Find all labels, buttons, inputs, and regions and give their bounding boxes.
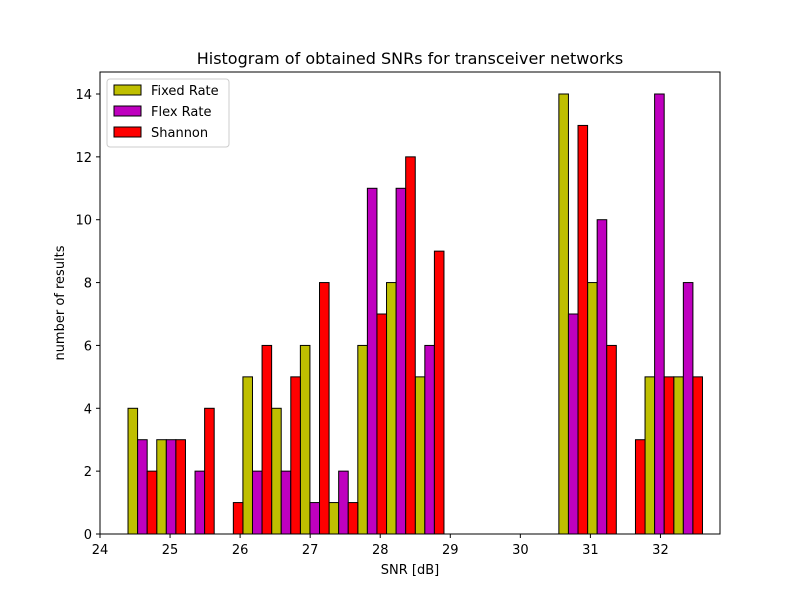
y-tick-label: 12 (75, 151, 92, 166)
bar-fixed-rate-9 (386, 282, 397, 535)
y-tick-label: 4 (84, 402, 92, 417)
y-tick-label: 2 (84, 465, 92, 480)
x-axis-label: SNR [dB] (381, 563, 439, 578)
bar-fixed-rate-7 (328, 502, 340, 535)
chart-title: Histogram of obtained SNRs for transceiv… (197, 49, 624, 68)
x-axis-ticks: 24 25 26 27 28 29 30 31 32 (92, 534, 669, 558)
bar-shannon-8 (376, 313, 388, 535)
bar-shannon-9 (405, 156, 416, 535)
bar-shannon-18 (663, 376, 675, 535)
bars-group (127, 93, 703, 535)
bar-shannon-6 (319, 282, 330, 535)
bar-flex-rate-10 (424, 344, 435, 535)
legend-swatch (113, 126, 142, 138)
bar-flex-rate-7 (338, 470, 349, 535)
bar-shannon-15 (577, 124, 589, 535)
y-tick-label: 10 (75, 214, 92, 229)
bar-flex-rate-1 (165, 439, 177, 535)
bar-fixed-rate-0 (127, 407, 139, 535)
x-tick-label: 27 (302, 543, 319, 558)
bar-fixed-rate-18 (644, 376, 656, 535)
bar-fixed-rate-15 (558, 93, 569, 535)
bar-flex-rate-4 (251, 470, 263, 535)
bar-flex-rate-19 (682, 282, 694, 535)
bar-flex-rate-18 (654, 93, 665, 535)
legend: Fixed Rate Flex Rate Shannon (106, 78, 230, 148)
x-tick-label: 28 (372, 543, 389, 558)
bar-shannon-1 (175, 439, 186, 535)
bar-flex-rate-15 (567, 313, 579, 535)
legend-label: Shannon (151, 126, 208, 141)
legend-swatch (113, 105, 142, 117)
bar-fixed-rate-16 (587, 282, 598, 535)
bar-fixed-rate-8 (357, 344, 368, 535)
bar-flex-rate-5 (280, 470, 292, 535)
y-tick-label: 0 (84, 528, 92, 543)
legend-label: Fixed Rate (151, 84, 219, 99)
bar-fixed-rate-5 (271, 407, 282, 535)
x-tick-label: 24 (92, 543, 109, 558)
y-tick-label: 6 (84, 339, 92, 354)
y-tick-label: 14 (75, 88, 92, 103)
y-tick-label: 8 (84, 277, 92, 292)
bar-fixed-rate-1 (156, 439, 167, 535)
bar-flex-rate-2 (194, 470, 206, 535)
x-tick-label: 29 (442, 543, 459, 558)
bar-shannon-3 (232, 502, 244, 535)
y-axis-label: number of results (53, 245, 68, 360)
bar-fixed-rate-6 (299, 344, 311, 535)
legend-swatch (113, 84, 142, 96)
bar-flex-rate-8 (366, 187, 378, 535)
bar-shannon-17 (634, 439, 646, 535)
bar-shannon-19 (692, 376, 703, 535)
plot-frame (99, 71, 721, 535)
bar-fixed-rate-4 (242, 376, 253, 535)
x-tick-label: 31 (582, 543, 599, 558)
bar-shannon-0 (146, 470, 158, 535)
x-tick-label: 25 (162, 543, 179, 558)
bar-flex-rate-16 (596, 219, 608, 535)
bar-shannon-10 (433, 250, 445, 535)
y-axis-ticks: 0 2 4 6 8 10 12 14 (75, 88, 100, 543)
bar-shannon-5 (290, 376, 301, 535)
bar-shannon-7 (347, 502, 359, 535)
bar-fixed-rate-10 (414, 376, 426, 535)
bar-flex-rate-0 (137, 439, 148, 535)
x-tick-label: 26 (232, 543, 249, 558)
bar-shannon-16 (606, 344, 617, 535)
x-tick-label: 32 (652, 543, 669, 558)
bar-shannon-2 (204, 407, 215, 535)
bar-shannon-4 (261, 344, 273, 535)
legend-label: Flex Rate (151, 105, 212, 120)
bar-fixed-rate-19 (673, 376, 684, 535)
x-tick-label: 30 (512, 543, 529, 558)
bar-flex-rate-6 (309, 502, 321, 535)
bar-flex-rate-9 (395, 187, 407, 535)
